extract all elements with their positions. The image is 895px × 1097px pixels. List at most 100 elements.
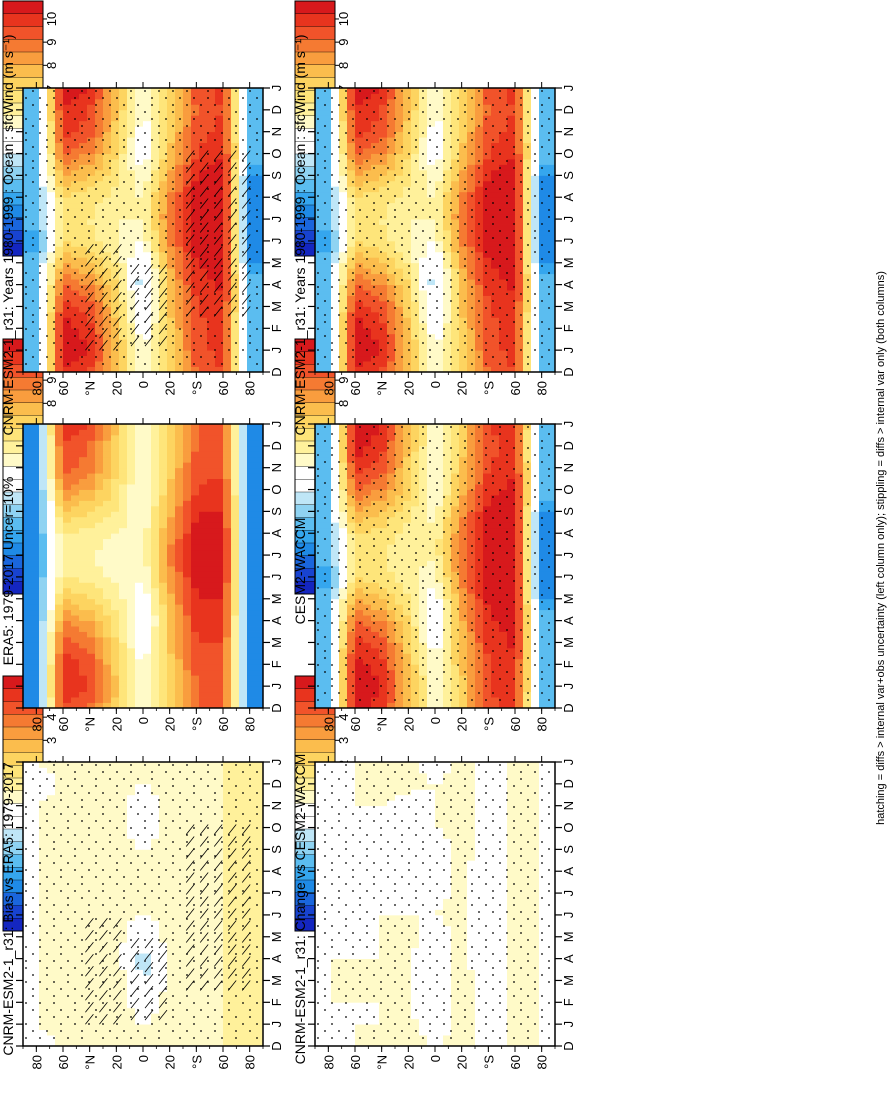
heatmap-cell xyxy=(111,219,120,225)
heatmap-cell xyxy=(79,137,88,144)
heatmap-cell xyxy=(451,219,460,225)
heatmap-cell xyxy=(339,361,348,367)
heatmap-cell xyxy=(523,120,532,127)
heatmap-cell xyxy=(499,131,508,138)
heatmap-cell xyxy=(255,186,264,193)
stipple-dot xyxy=(102,209,104,211)
heatmap-cell xyxy=(395,306,404,313)
heatmap-cell xyxy=(79,93,88,100)
stipple-dot xyxy=(67,209,69,211)
heatmap-cell xyxy=(435,148,444,154)
month-tick-label: F xyxy=(269,324,284,332)
heatmap-cell xyxy=(491,169,500,176)
hatch-stroke xyxy=(113,339,122,351)
heatmap-cell xyxy=(315,120,324,127)
heatmap-cell xyxy=(247,186,256,193)
heatmap-cell xyxy=(31,361,40,367)
stipple-dot xyxy=(534,153,536,155)
heatmap-cell xyxy=(63,98,72,105)
stipple-dot xyxy=(373,265,375,267)
heatmap-cell xyxy=(499,284,508,291)
stipple-dot xyxy=(324,146,326,148)
hatch-stroke xyxy=(213,186,223,197)
stipple-dot xyxy=(366,160,368,162)
heatmap-cell xyxy=(371,284,380,291)
heatmap-cell xyxy=(183,104,192,111)
stipple-dot xyxy=(32,167,34,169)
heatmap-cell xyxy=(127,273,136,280)
stipple-dot xyxy=(394,307,396,309)
stipple-dot xyxy=(394,118,396,120)
heatmap-cell xyxy=(387,197,396,204)
heatmap-cell xyxy=(523,104,532,111)
heatmap-cell xyxy=(247,333,256,340)
heatmap-cell xyxy=(547,131,556,138)
heatmap-cell xyxy=(523,169,532,176)
stipple-dot xyxy=(359,167,361,169)
heatmap-cell xyxy=(215,311,224,318)
stipple-dot xyxy=(534,272,536,274)
heatmap-cell xyxy=(411,328,420,335)
heatmap-cell xyxy=(207,355,216,362)
stipple-dot xyxy=(200,335,202,337)
stipple-dot xyxy=(485,209,487,211)
heatmap-cell xyxy=(459,88,468,94)
stipple-dot xyxy=(380,174,382,176)
heatmap-cell xyxy=(459,98,468,105)
heatmap-cell xyxy=(475,295,484,302)
month-tick-label: J xyxy=(269,216,284,223)
heatmap-cell xyxy=(191,191,200,198)
heatmap-cell xyxy=(191,306,200,313)
heatmap-cell xyxy=(55,273,64,280)
stipple-dot xyxy=(499,307,501,309)
heatmap-cell xyxy=(135,93,144,100)
heatmap-cell xyxy=(483,230,492,236)
heatmap-cell xyxy=(31,658,40,665)
heatmap-cell xyxy=(411,98,420,105)
heatmap-cell xyxy=(547,257,556,264)
heatmap-cell xyxy=(255,142,264,149)
heatmap-cell xyxy=(159,164,168,171)
stipple-dot xyxy=(471,286,473,288)
stipple-dot xyxy=(520,104,522,106)
heatmap-cell xyxy=(323,290,332,296)
stipple-dot xyxy=(151,160,153,162)
heatmap-cell xyxy=(23,680,32,687)
stipple-dot xyxy=(235,286,237,288)
heatmap-cell xyxy=(191,224,200,231)
heatmap-cell xyxy=(255,126,264,133)
heatmap-cell xyxy=(347,366,356,373)
heatmap-cell xyxy=(23,598,32,605)
stipple-dot xyxy=(88,237,90,239)
heatmap-cell xyxy=(459,339,468,346)
heatmap-cell xyxy=(87,273,96,280)
heatmap-cell xyxy=(231,317,240,324)
heatmap-cell xyxy=(403,306,412,313)
heatmap-cell xyxy=(71,219,80,225)
heatmap-cell xyxy=(387,279,396,286)
heatmap-cell xyxy=(191,219,200,225)
heatmap-cell xyxy=(63,142,72,149)
stipple-dot xyxy=(60,202,62,204)
stipple-dot xyxy=(151,258,153,260)
heatmap-cell xyxy=(499,350,508,357)
heatmap-cell xyxy=(547,137,556,144)
heatmap-cell xyxy=(63,306,72,313)
heatmap-cell xyxy=(79,328,88,335)
stipple-dot xyxy=(165,118,167,120)
stipple-dot xyxy=(408,265,410,267)
hatch-stroke xyxy=(227,162,237,173)
stipple-dot xyxy=(394,293,396,295)
heatmap-cell xyxy=(255,339,264,346)
heatmap-cell xyxy=(331,301,340,307)
heatmap-cell xyxy=(87,344,96,351)
heatmap-cell xyxy=(215,262,224,269)
heatmap-cell xyxy=(451,186,460,193)
heatmap-cell xyxy=(95,115,104,122)
stipple-dot xyxy=(345,209,347,211)
heatmap-cell xyxy=(443,202,452,209)
heatmap-cell xyxy=(387,191,396,198)
heatmap-cell xyxy=(507,366,516,373)
stipple-dot xyxy=(165,139,167,141)
heatmap-cell xyxy=(443,180,452,187)
